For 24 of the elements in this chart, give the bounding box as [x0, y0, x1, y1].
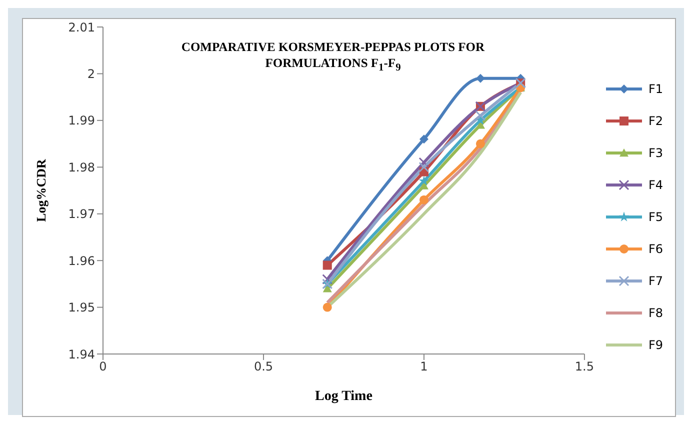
x-tick-label: 1.5 — [574, 360, 594, 374]
y-tick-label: 1.96 — [68, 254, 95, 268]
y-tick-label: 1.95 — [68, 300, 95, 315]
x-axis-title: Log Time — [315, 389, 372, 404]
legend-label: F6 — [648, 242, 663, 256]
legend-label: F3 — [648, 146, 663, 160]
y-tick-label: 1.98 — [68, 160, 95, 174]
y-tick-label: 1.99 — [68, 114, 95, 128]
legend-label: F8 — [648, 306, 663, 320]
y-tick-label: 1.97 — [68, 207, 95, 222]
y-tick-label: 2 — [87, 66, 95, 81]
y-axis-title: Log%CDR — [34, 158, 49, 222]
legend-label: F1 — [648, 82, 663, 96]
legend-label: F4 — [648, 178, 663, 192]
text: COMPARATIVE KORSMEYER-PEPPAS PLOTS FOR FORMULATIONS F$_{1}$-F$_{9}$ — [180, 39, 486, 76]
x-tick-label: 0 — [99, 360, 107, 374]
legend-label: F9 — [648, 338, 663, 352]
legend-label: F7 — [648, 274, 663, 288]
legend-label: F5 — [648, 210, 663, 224]
y-tick-label: 2.01 — [68, 20, 95, 34]
legend-label: F2 — [648, 114, 663, 128]
x-tick-label: 1 — [420, 360, 428, 374]
y-tick-label: 1.94 — [68, 347, 95, 362]
x-tick-label: 0.5 — [254, 360, 274, 374]
